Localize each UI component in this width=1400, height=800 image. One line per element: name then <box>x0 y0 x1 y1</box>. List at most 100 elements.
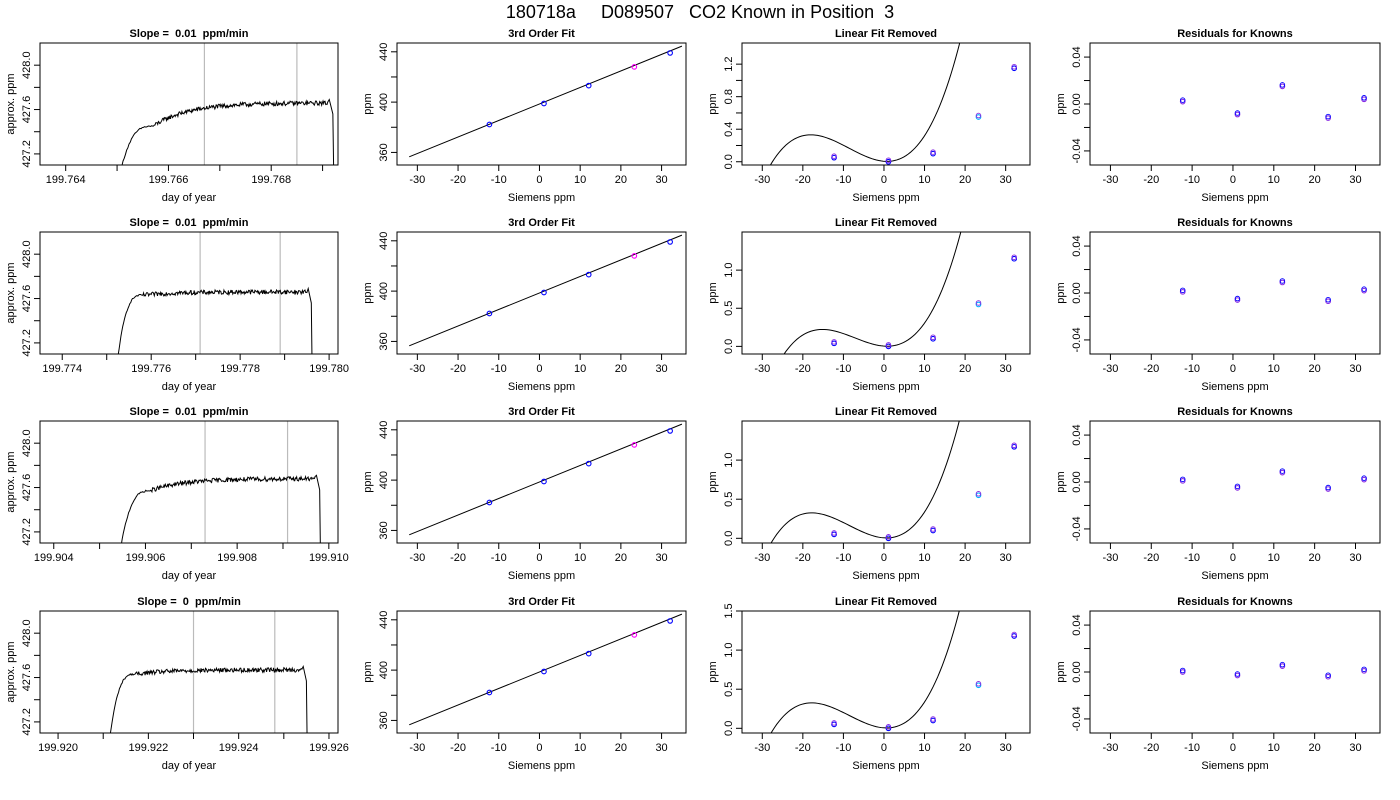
x-tick-label: -20 <box>1143 742 1159 754</box>
x-tick-label: 199.920 <box>38 742 78 754</box>
plot-area <box>117 286 313 354</box>
data-point-overlay <box>885 724 892 730</box>
y-tick-label: 0.04 <box>1071 614 1083 635</box>
x-tick-label: 199.774 <box>42 363 82 375</box>
x-tick-label: 199.922 <box>128 742 168 754</box>
data-point <box>631 442 638 448</box>
y-tick-label: 0.00 <box>1071 93 1083 114</box>
data-point-overlay <box>1179 476 1186 483</box>
x-axis-label: day of year <box>162 760 217 772</box>
x-tick-label: -20 <box>450 363 466 375</box>
x-tick-label: 0 <box>881 363 887 375</box>
plot-area <box>1179 468 1367 492</box>
chart-panel-1-fit: 3rd Order Fit -30 -20 -10 0 10 20 30 Siemens ppm… <box>362 28 687 204</box>
y-axis-label: ppm <box>362 471 374 492</box>
data-point-overlay <box>1279 278 1286 284</box>
data-point-overlay <box>975 300 982 306</box>
x-tick-label: -20 <box>450 174 466 186</box>
x-tick-label: 30 <box>655 174 667 186</box>
data-point-overlay <box>930 334 936 341</box>
x-tick-label: 199.768 <box>251 174 291 186</box>
x-tick-label: -10 <box>491 363 507 375</box>
x-tick-label: -20 <box>795 174 811 186</box>
panel-title: Slope = 0 ppm/min <box>137 596 241 608</box>
y-tick-label: 0.00 <box>1071 282 1083 303</box>
y-tick-label: 0.04 <box>1071 46 1083 67</box>
plot-frame <box>1089 42 1381 166</box>
data-point-overlay <box>1011 442 1017 449</box>
plot-area <box>121 474 321 543</box>
data-point-overlay <box>885 157 892 163</box>
plot-area <box>109 664 308 733</box>
x-tick-label: 199.926 <box>309 742 349 754</box>
x-tick-label: -20 <box>795 363 811 375</box>
plot-area <box>770 611 1018 733</box>
y-tick-label: 440 <box>378 421 390 439</box>
y-tick-label: 1.0 <box>723 452 735 467</box>
x-tick-label: 199.906 <box>126 552 166 564</box>
data-point-overlay <box>1279 661 1286 668</box>
data-point <box>667 239 673 245</box>
panel-title: 3rd Order Fit <box>508 596 575 608</box>
x-tick-label: -10 <box>491 552 507 564</box>
x-axis-label: Siemens ppm <box>852 381 919 393</box>
x-axis-label: Siemens ppm <box>852 760 919 772</box>
x-tick-label: 199.766 <box>149 174 189 186</box>
y-tick-label: 428.0 <box>21 240 33 268</box>
data-point-overlay <box>1325 113 1331 120</box>
y-tick-label: 427.6 <box>21 664 33 692</box>
x-tick-label: 10 <box>1268 363 1280 375</box>
data-point-overlay <box>1361 666 1367 673</box>
data-point-overlay <box>1325 672 1331 678</box>
x-tick-label: -30 <box>1102 363 1118 375</box>
data-point <box>667 428 673 434</box>
x-tick-label: -30 <box>409 174 425 186</box>
x-tick-label: 10 <box>918 174 930 186</box>
data-point-overlay <box>1325 484 1331 491</box>
y-tick-label: 0.00 <box>1071 661 1083 682</box>
chart-panel-3-fit: 3rd Order Fit -30 -20 -10 0 10 20 30 Siemens ppm… <box>362 406 687 582</box>
data-point-overlay <box>975 112 982 119</box>
x-tick-label: 10 <box>574 742 586 754</box>
data-point <box>541 478 547 485</box>
x-tick-label: 10 <box>918 363 930 375</box>
chart-panel-4-linear_removed: Linear Fit Removed -30 -20 -10 0 10 20 30 Siemen… <box>707 596 1031 772</box>
y-tick-label: 0.0 <box>723 531 735 546</box>
y-tick-label: 400 <box>378 471 390 489</box>
y-tick-label: 428.0 <box>21 51 33 79</box>
x-tick-label: 30 <box>1349 363 1361 375</box>
x-tick-label: 0 <box>536 363 542 375</box>
x-tick-label: 0 <box>536 552 542 564</box>
panel-title: Linear Fit Removed <box>835 28 937 40</box>
x-tick-label: -20 <box>450 742 466 754</box>
plot-area <box>1179 82 1367 121</box>
y-tick-label: 0.04 <box>1071 235 1083 256</box>
x-axis-label: Siemens ppm <box>508 381 575 393</box>
data-point-overlay <box>1234 295 1241 302</box>
data-point-overlay <box>1361 286 1367 292</box>
y-tick-label: 360 <box>378 143 390 161</box>
page-title: 180718a D089507 CO2 Known in Position 3 <box>505 2 895 22</box>
y-tick-label: 400 <box>378 661 390 679</box>
panel-title: Residuals for Knowns <box>1177 217 1293 229</box>
y-tick-label: 1.0 <box>723 262 735 277</box>
y-tick-label: 427.2 <box>21 329 33 357</box>
chart-panel-2-residuals: Residuals for Knowns -30 -20 -10 0 10 20 30 Siem… <box>1055 217 1381 393</box>
y-tick-label: 400 <box>378 93 390 111</box>
y-tick-label: 427.6 <box>21 474 33 502</box>
plot-frame <box>1089 231 1381 355</box>
x-tick-label: 20 <box>615 174 627 186</box>
data-point-overlay <box>831 530 837 536</box>
y-axis-label: ppm <box>707 282 719 303</box>
x-tick-label: 20 <box>1309 363 1321 375</box>
panel-title: Residuals for Knowns <box>1177 28 1293 40</box>
y-axis-label: ppm <box>707 471 719 492</box>
plot-area <box>1179 661 1367 680</box>
plot-frame <box>39 420 339 544</box>
x-tick-label: 20 <box>615 363 627 375</box>
data-point-overlay <box>831 720 837 726</box>
y-tick-label: 0.04 <box>1071 424 1083 445</box>
data-point <box>631 632 638 638</box>
y-tick-label: -0.04 <box>1071 138 1083 163</box>
y-tick-label: 400 <box>378 282 390 300</box>
